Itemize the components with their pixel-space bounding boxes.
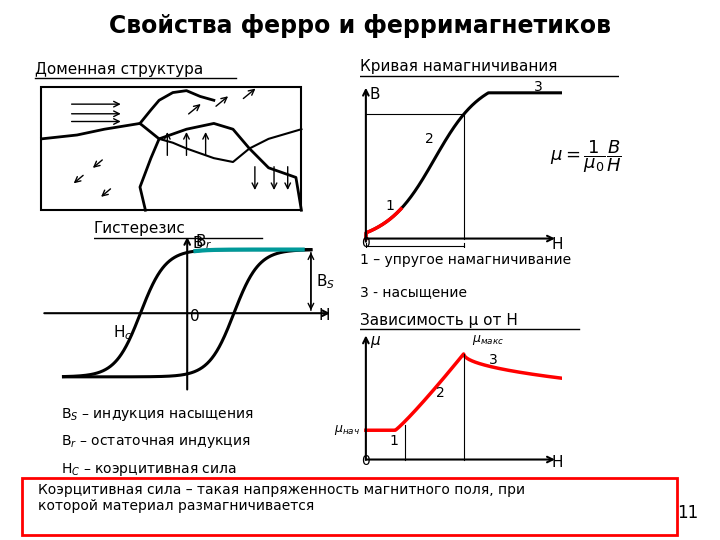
Text: $\mu_{макс}$: $\mu_{макс}$	[472, 333, 503, 347]
Text: Кривая намагничивания: Кривая намагничивания	[360, 59, 557, 75]
Text: Доменная структура: Доменная структура	[35, 62, 203, 77]
Text: H$_C$ – коэрцитивная сила: H$_C$ – коэрцитивная сила	[61, 461, 237, 477]
Text: 1: 1	[385, 199, 395, 213]
Text: H: H	[552, 238, 563, 252]
Text: 3: 3	[489, 353, 498, 367]
Text: 3 - насыщение: 3 - насыщение	[360, 285, 467, 299]
Text: 3: 3	[534, 80, 543, 94]
Text: B$_r$ – остаточная индукция: B$_r$ – остаточная индукция	[61, 433, 251, 450]
FancyBboxPatch shape	[22, 478, 677, 535]
Text: 0: 0	[361, 237, 370, 251]
Text: Свойства ферро и ферримагнетиков: Свойства ферро и ферримагнетиков	[109, 14, 611, 38]
Text: $\mu$: $\mu$	[370, 334, 381, 350]
Text: B: B	[370, 87, 380, 102]
Text: 0: 0	[361, 454, 370, 468]
Text: $\mu_{нач}$: $\mu_{нач}$	[334, 423, 360, 437]
Text: B$_S$: B$_S$	[316, 272, 336, 291]
Text: H: H	[552, 455, 563, 470]
Text: Зависимость μ от H: Зависимость μ от H	[360, 313, 518, 328]
Text: $\mu = \dfrac{1}{\mu_0}\dfrac{B}{H}$: $\mu = \dfrac{1}{\mu_0}\dfrac{B}{H}$	[550, 138, 622, 175]
Text: 0: 0	[190, 309, 199, 324]
Text: 1 – упругое намагничивание: 1 – упругое намагничивание	[360, 253, 571, 267]
Text: Гистерезис: Гистерезис	[94, 221, 186, 237]
Text: B$_r$: B$_r$	[195, 232, 213, 251]
Text: Коэрцитивная сила – такая напряженность магнитного поля, при
которой материал ра: Коэрцитивная сила – такая напряженность …	[38, 483, 525, 513]
Text: 11: 11	[677, 504, 698, 522]
Text: H: H	[319, 308, 330, 323]
Text: B: B	[193, 236, 203, 251]
Text: 1: 1	[390, 434, 398, 448]
Text: 2: 2	[436, 386, 445, 400]
Text: 2: 2	[425, 132, 433, 146]
Text: H$_c$: H$_c$	[113, 323, 132, 341]
Text: B$_S$ – индукция насыщения: B$_S$ – индукция насыщения	[61, 406, 254, 423]
